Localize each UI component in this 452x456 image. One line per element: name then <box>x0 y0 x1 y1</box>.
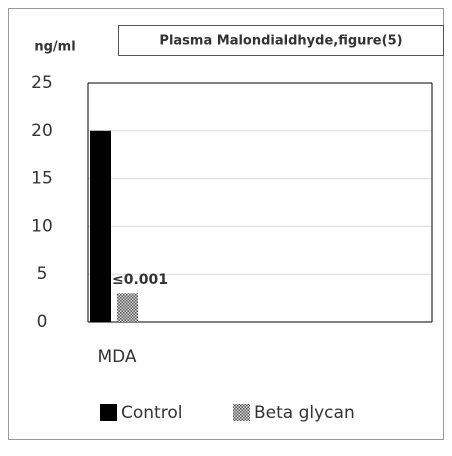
bar <box>90 130 111 322</box>
y-tick-label: 15 <box>31 169 53 189</box>
frame <box>8 8 444 440</box>
chart-title: Plasma Malondialdhyde,figure(5) <box>159 34 402 49</box>
title-box <box>118 25 444 56</box>
y-tick-label: 20 <box>31 121 53 141</box>
legend-label: Control <box>121 403 182 423</box>
legend-swatch <box>233 404 250 421</box>
y-axis-label: ng/ml <box>34 40 75 55</box>
legend-swatch <box>100 404 117 421</box>
bar <box>117 293 138 322</box>
y-tick-label: 5 <box>37 264 48 284</box>
annotation: ≤0.001 <box>112 272 168 288</box>
y-tick-label: 0 <box>37 312 48 332</box>
x-tick-label: MDA <box>97 347 136 367</box>
legend-label: Beta glycan <box>254 403 355 423</box>
y-tick-label: 10 <box>31 216 53 236</box>
y-tick-label: 25 <box>31 73 53 93</box>
